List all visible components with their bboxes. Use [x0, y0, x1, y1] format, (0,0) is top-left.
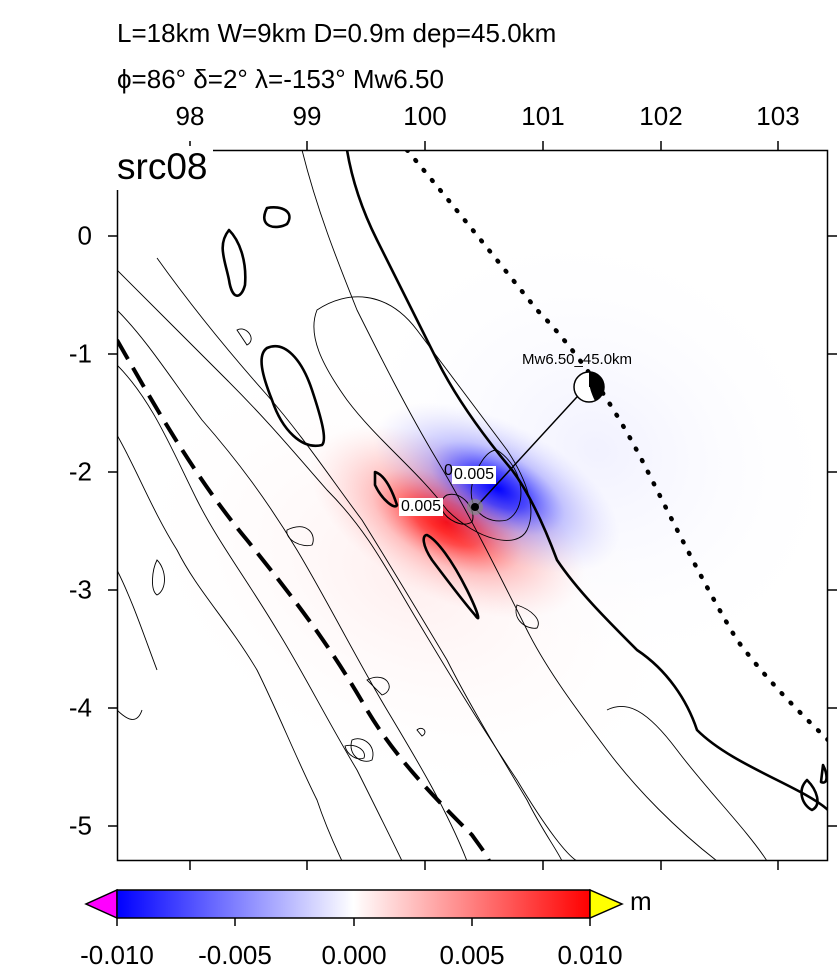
map-title-line1: L=18km W=9km D=0.9m dep=45.0km [117, 18, 557, 48]
plate-boundary-dotted [404, 150, 828, 743]
colorbar-tick-label: 0.005 [439, 940, 505, 970]
x-tick-label: 101 [521, 101, 565, 131]
y-tick-label: -5 [68, 810, 92, 841]
y-tick-label: -4 [68, 692, 92, 723]
map-canvas[interactable]: Mw6.50_45.0km 0.005 0.005 0 [117, 150, 828, 861]
x-tick-label: 102 [639, 101, 683, 131]
beachball-label: Mw6.50_45.0km [522, 351, 633, 368]
colorbar [84, 888, 624, 926]
y-tick-label: 0 [77, 220, 92, 251]
y-tick-label: -2 [68, 456, 92, 487]
panel-label: src08 [113, 146, 214, 190]
map-svg [117, 150, 828, 861]
y-tick-label: -1 [68, 338, 92, 369]
trench-line [117, 339, 491, 861]
bathymetry-contours [117, 150, 768, 861]
contour-label: 0 [444, 462, 453, 479]
contour-label: 0.005 [452, 466, 497, 484]
beachball-leader-line [474, 385, 588, 509]
colorbar-below-range-triangle [84, 888, 118, 920]
colorbar-tick-label: 0.010 [557, 940, 623, 970]
x-tick-label: 103 [756, 101, 800, 131]
colorbar-tick-label: -0.005 [198, 940, 272, 970]
colorbar-tick-label: 0.000 [321, 940, 387, 970]
colorbar-unit: m [630, 886, 652, 916]
x-tick-label: 99 [292, 101, 322, 131]
colorbar-above-range-triangle [589, 888, 624, 920]
x-tick-label: 98 [175, 101, 205, 131]
beachball-focal-mechanism[interactable] [573, 371, 605, 403]
x-tick-label: 100 [403, 101, 447, 131]
source-marker [467, 499, 483, 515]
colorbar-tick-label: -0.010 [80, 940, 154, 970]
map-title-line2: ϕ=86° δ=2° λ=-153° Mw6.50 [117, 64, 444, 94]
colorbar-gradient [116, 889, 591, 919]
coastlines [221, 150, 828, 812]
contour-label: 0.005 [399, 498, 444, 516]
y-tick-label: -3 [68, 574, 92, 605]
